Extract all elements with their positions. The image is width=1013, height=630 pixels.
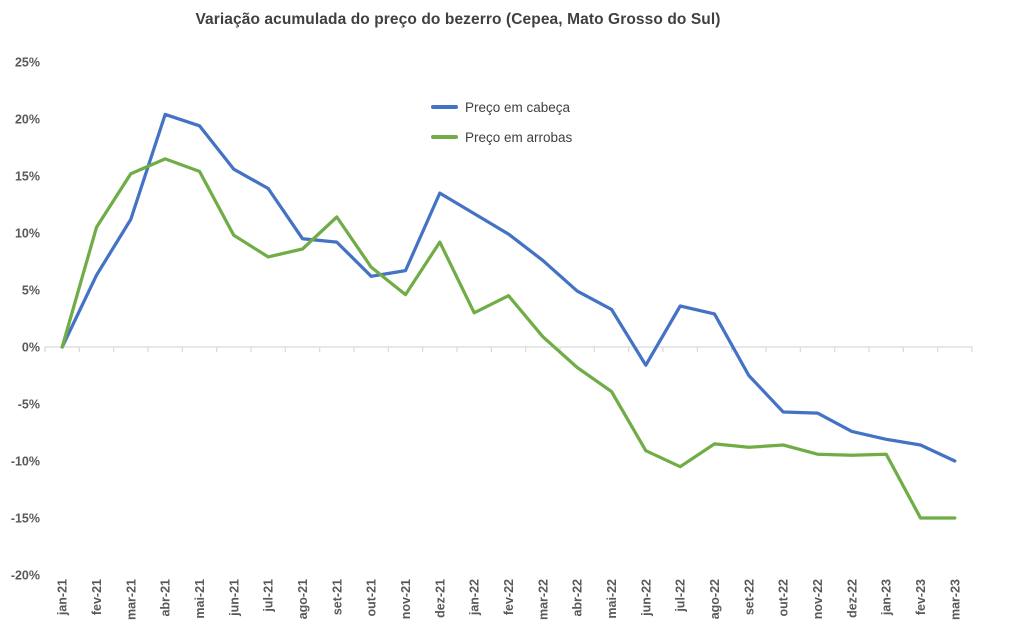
x-axis-label: nov-22 [811, 579, 825, 619]
chart-legend: Preço em cabeça Preço em arrobas [431, 99, 572, 145]
x-axis-label: mai-21 [193, 579, 207, 619]
legend-label-cabeca: Preço em cabeça [465, 99, 571, 115]
x-axis-label: set-21 [330, 579, 344, 615]
legend-swatch-arrobas-line [431, 135, 458, 139]
y-axis-label: -10% [11, 455, 40, 469]
legend-label-arrobas: Preço em arrobas [465, 129, 573, 145]
y-axis-label: 0% [22, 341, 40, 355]
x-axis-label: out-21 [365, 579, 379, 617]
x-axis-label: mai-22 [605, 579, 619, 619]
x-axis-label: dez-22 [845, 579, 859, 618]
series-line-cabeca [60, 112, 957, 463]
y-axis-label: 10% [15, 227, 40, 241]
x-axis-label: fev-21 [90, 579, 104, 615]
x-axis-label: jan-21 [56, 579, 70, 616]
x-axis-label: abr-22 [571, 579, 585, 617]
y-axis-label: -15% [11, 512, 40, 526]
legend-item-preco-em-cabeca: Preço em cabeça [431, 99, 572, 115]
x-axis-label: jun-22 [639, 579, 653, 617]
x-axis-label: fev-23 [914, 579, 928, 615]
x-axis-label: ago-22 [708, 579, 722, 619]
x-axis-label: mar-22 [536, 579, 550, 620]
x-axis-label: jan-23 [880, 579, 894, 616]
y-axis-label: 5% [22, 284, 40, 298]
y-axis-label: -20% [11, 569, 40, 583]
x-axis-label: nov-21 [399, 579, 413, 619]
x-axis-label: dez-21 [433, 579, 447, 618]
x-axis-label: mar-21 [124, 579, 138, 620]
x-axis-label: fev-22 [502, 579, 516, 615]
legend-item-preco-em-arrobas: Preço em arrobas [431, 129, 572, 145]
x-axis-label: out-22 [777, 579, 791, 617]
chart-title: Variação acumulada do preço do bezerro (… [195, 11, 721, 28]
x-axis-label: set-22 [742, 579, 756, 615]
x-axis-label: jan-22 [468, 579, 482, 616]
y-axis-label: -5% [18, 398, 40, 412]
x-axis-label: jul-21 [262, 579, 276, 613]
x-axis-label: jul-22 [674, 579, 688, 613]
x-axis-label: jun-21 [227, 579, 241, 617]
x-axis-label: ago-21 [296, 579, 310, 619]
y-axis-label: 25% [15, 56, 40, 70]
x-axis-label: abr-21 [159, 579, 173, 617]
y-axis-label: 20% [15, 113, 40, 127]
x-axis-label: mar-23 [948, 579, 962, 620]
legend-swatch-cabeca-line [431, 105, 458, 109]
y-axis-label: 15% [15, 170, 40, 184]
series-line-arrobas [60, 157, 957, 520]
